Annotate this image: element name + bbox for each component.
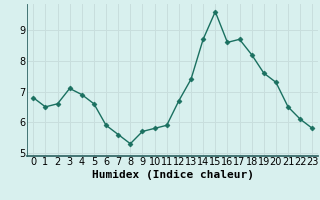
X-axis label: Humidex (Indice chaleur): Humidex (Indice chaleur) (92, 170, 254, 180)
